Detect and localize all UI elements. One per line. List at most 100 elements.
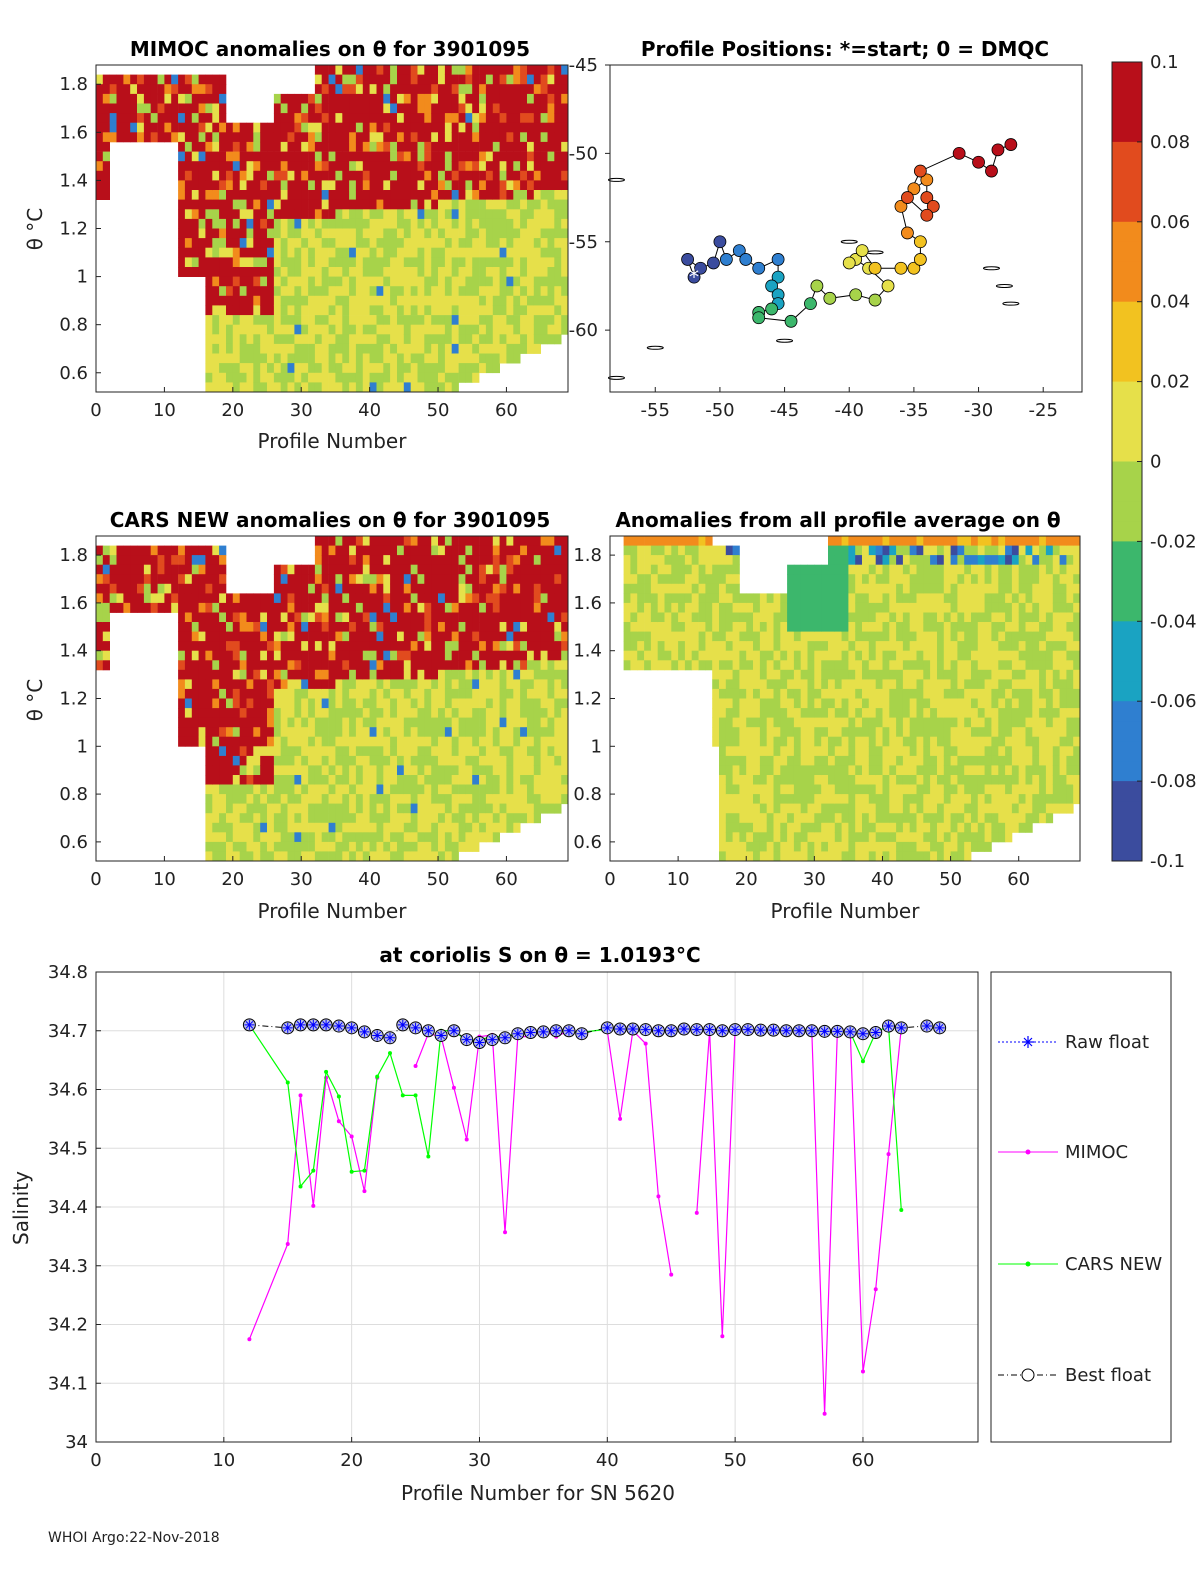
heatmap-cell — [205, 708, 213, 719]
heatmap-cell — [226, 170, 234, 181]
heatmap-cell — [458, 736, 466, 747]
heatmap-cell — [527, 161, 535, 172]
heatmap-cell — [533, 583, 541, 594]
heatmap-cell — [321, 286, 329, 297]
panel4-title: Anomalies from all profile average on θ — [615, 508, 1060, 532]
heatmap-cell — [321, 574, 329, 585]
heatmap-cell — [759, 794, 768, 805]
xtick-label: 10 — [153, 869, 176, 890]
heatmap-cell — [164, 583, 172, 594]
heatmap-cell — [205, 851, 213, 862]
heatmap-cell — [882, 755, 890, 766]
heatmap-cell — [492, 305, 500, 316]
heatmap-cell — [226, 238, 234, 249]
heatmap-cell — [499, 103, 507, 114]
heatmap-cell — [212, 794, 220, 805]
profile-position-point — [907, 261, 921, 275]
heatmap-cell — [834, 813, 842, 824]
heatmap-cell — [376, 650, 384, 661]
heatmap-cell — [431, 257, 439, 268]
heatmap-cell — [191, 650, 199, 661]
heatmap-cell — [328, 74, 336, 85]
heatmap-cell — [260, 228, 268, 239]
heatmap-cell — [499, 698, 507, 709]
heatmap-cell — [664, 583, 672, 594]
heatmap-cell — [472, 180, 480, 191]
heatmap-cell — [499, 622, 507, 632]
heatmap-cell — [219, 122, 227, 133]
heatmap-cell — [246, 822, 254, 833]
heatmap-cell — [287, 315, 295, 326]
heatmap-cell — [150, 132, 158, 143]
heatmap-cell — [561, 286, 569, 297]
heatmap-cell — [732, 574, 740, 585]
heatmap-cell — [273, 631, 282, 642]
heatmap-cell — [390, 65, 398, 75]
heatmap-cell — [219, 276, 227, 287]
heatmap-cell — [889, 822, 897, 833]
heatmap-cell — [253, 708, 261, 719]
heatmap-cell — [458, 151, 466, 162]
heatmap-cell — [335, 74, 343, 85]
heatmap-cell — [431, 238, 439, 249]
heatmap-cell — [506, 113, 514, 124]
heatmap-cell — [547, 622, 555, 632]
heatmap-cell — [527, 170, 535, 181]
heatmap-cell — [479, 334, 487, 345]
heatmap-cell — [902, 851, 911, 862]
heatmap-cell — [417, 315, 425, 326]
heatmap-cell — [520, 784, 528, 795]
heatmap-cell — [868, 698, 876, 709]
heatmap-cell — [321, 218, 329, 229]
heatmap-cell — [527, 122, 535, 133]
heatmap-cell — [746, 593, 754, 604]
heatmap-cell — [807, 641, 815, 652]
heatmap-cell — [889, 698, 897, 709]
heatmap-cell — [212, 851, 220, 862]
heatmap-cell — [417, 170, 425, 181]
heatmap-cell — [472, 841, 480, 852]
heatmap-cell — [273, 170, 282, 181]
heatmap-cell — [198, 717, 206, 728]
heatmap-cell — [862, 765, 870, 776]
heatmap-cell — [239, 238, 247, 249]
heatmap-cell — [719, 555, 727, 566]
heatmap-cell — [403, 74, 411, 85]
heatmap-cell — [712, 679, 720, 690]
heatmap-cell — [540, 228, 548, 239]
heatmap-cell — [868, 794, 876, 805]
heatmap-cell — [472, 238, 480, 249]
heatmap-cell — [253, 746, 261, 757]
heatmap-cell — [301, 813, 309, 824]
heatmap-cell — [321, 717, 329, 728]
heatmap-cell — [403, 736, 411, 747]
heatmap-cell — [561, 593, 569, 604]
heatmap-cell — [479, 574, 487, 585]
heatmap-cell — [485, 688, 494, 699]
heatmap-cell — [547, 583, 555, 594]
heatmap-cell — [739, 794, 747, 805]
heatmap-cell — [499, 170, 507, 181]
heatmap-cell — [855, 564, 863, 575]
heatmap-cell — [444, 334, 453, 345]
heatmap-cell — [637, 574, 645, 585]
heatmap-cell — [123, 574, 131, 585]
heatmap-cell — [280, 708, 288, 719]
heatmap-cell — [664, 536, 672, 546]
heatmap-cell — [848, 746, 856, 757]
heatmap-cell — [205, 593, 213, 604]
heatmap-cell — [321, 698, 329, 709]
profile-position-point — [719, 253, 733, 266]
heatmap-cell — [301, 660, 309, 671]
heatmap-cell — [383, 238, 391, 249]
heatmap-cell — [342, 803, 350, 814]
heatmap-cell — [773, 602, 781, 613]
heatmap-cell — [506, 324, 514, 335]
heatmap-cell — [397, 688, 405, 699]
heatmap-cell — [485, 679, 494, 690]
heatmap-cell — [902, 583, 911, 594]
heatmap-cell — [520, 247, 528, 258]
heatmap-cell — [232, 813, 240, 824]
heatmap-cell — [431, 363, 439, 374]
heatmap-cell — [390, 583, 398, 594]
